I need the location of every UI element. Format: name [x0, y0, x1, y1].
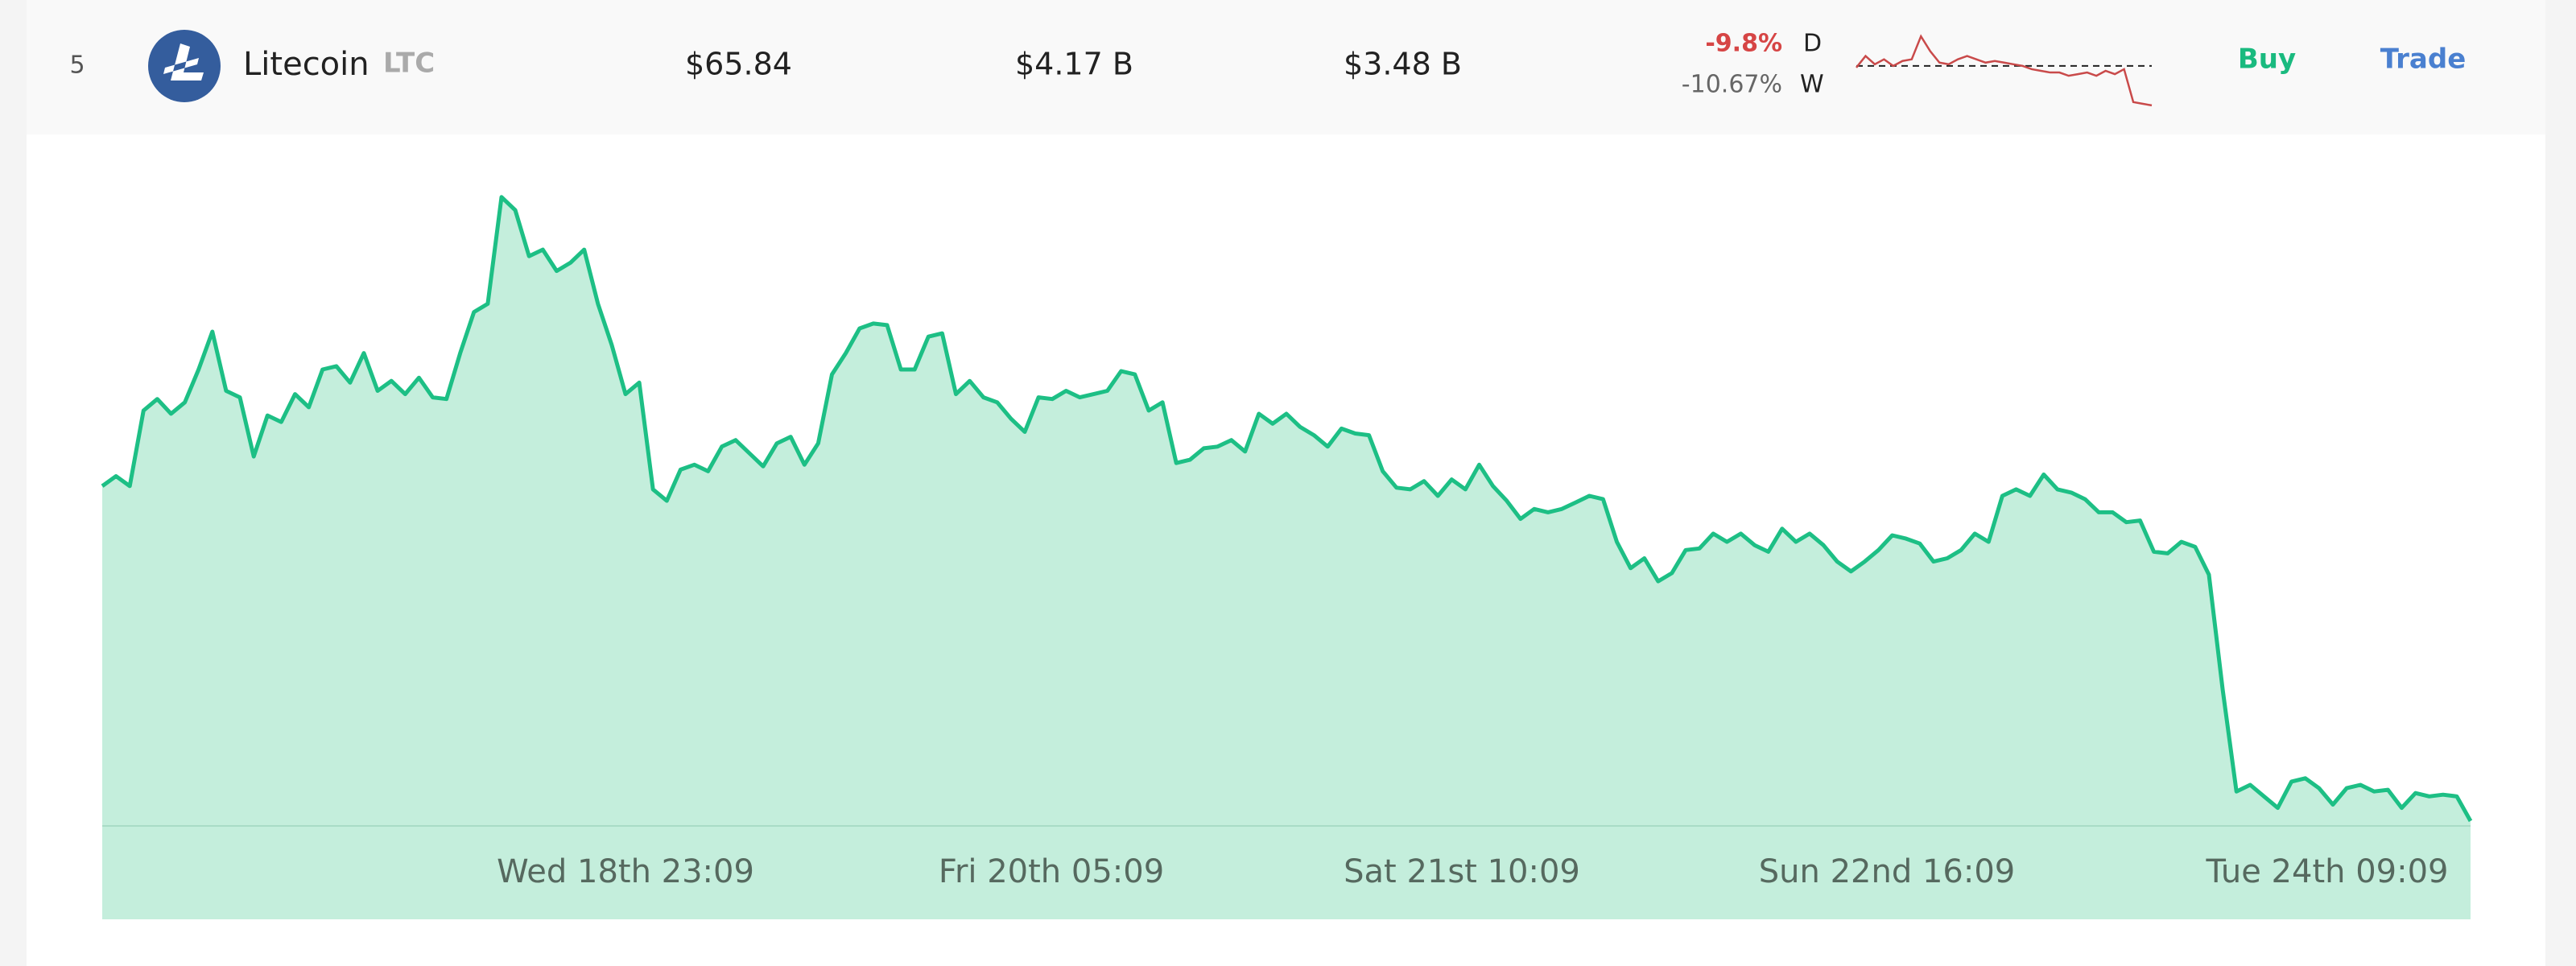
market-cap: $4.17 B: [1015, 47, 1133, 82]
day-label: D: [1803, 30, 1822, 58]
x-tick-label: Sat 21st 10:09: [1344, 853, 1580, 890]
sparkline: [1856, 34, 2153, 107]
week-label: W: [1800, 71, 1824, 99]
coin-name: Litecoin: [243, 46, 369, 83]
x-tick-label: Wed 18th 23:09: [497, 853, 754, 890]
change-day: -9.8%: [1705, 30, 1782, 58]
change-week: -10.67%: [1682, 71, 1782, 99]
trade-button[interactable]: Trade: [2380, 43, 2467, 76]
coin-logo: [148, 30, 221, 102]
x-tick-label: Sun 22nd 16:09: [1759, 853, 2015, 890]
rank: 5: [69, 52, 85, 80]
area: [102, 196, 2471, 827]
coin-symbol: LTC: [383, 47, 435, 80]
x-tick-label: Fri 20th 05:09: [939, 853, 1164, 890]
x-tick-label: Tue 24th 09:09: [2206, 853, 2449, 890]
price: $65.84: [685, 47, 792, 82]
coin-row: [27, 0, 2545, 134]
buy-button[interactable]: Buy: [2238, 43, 2296, 76]
volume: $3.48 B: [1344, 47, 1462, 82]
x-axis-band: [102, 826, 2471, 919]
line: [101, 195, 2473, 823]
